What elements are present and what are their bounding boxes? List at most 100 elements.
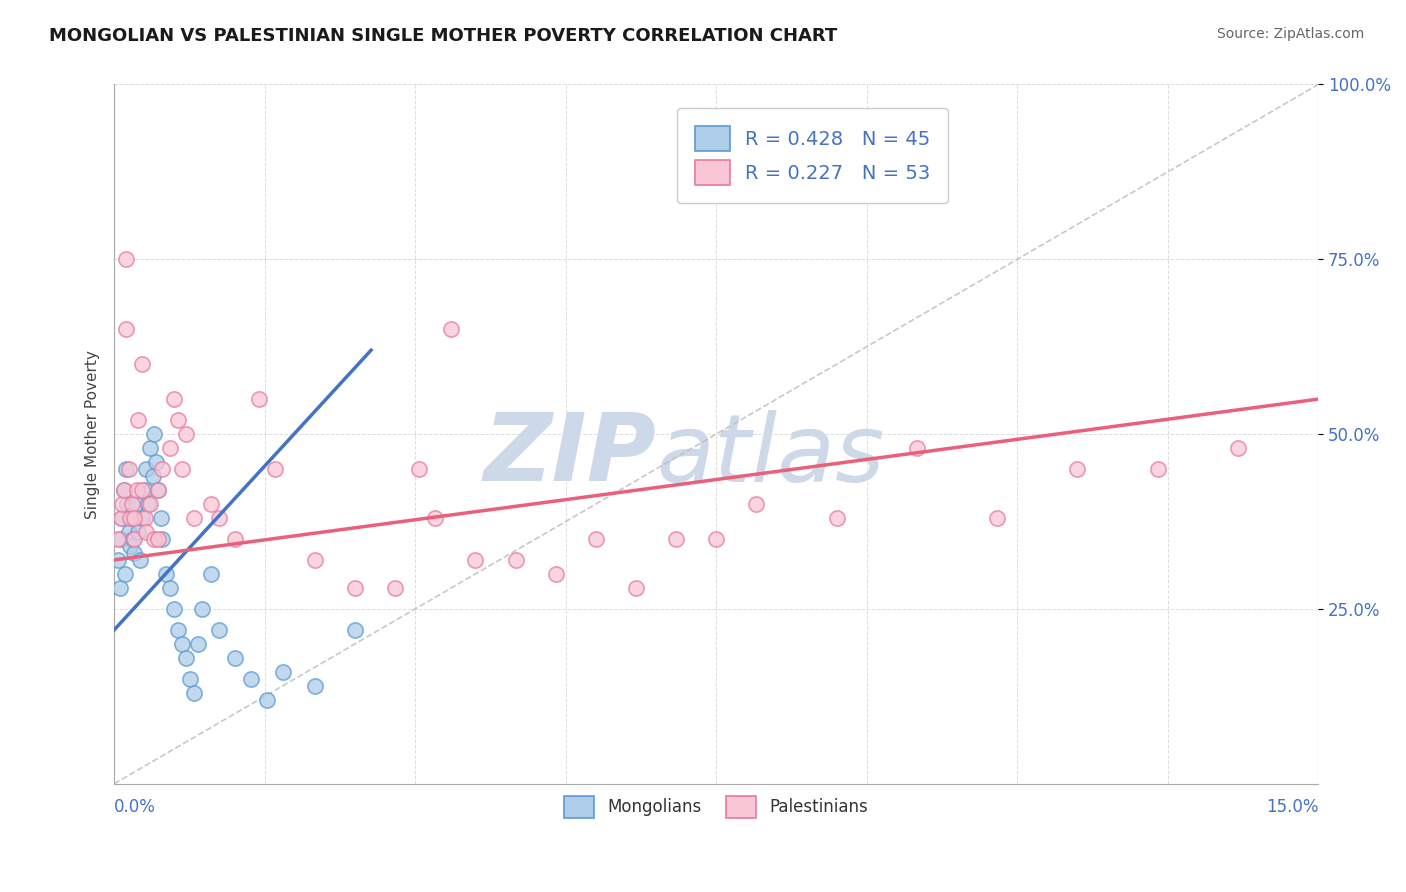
Point: [224, 651, 246, 665]
Point: [745, 497, 768, 511]
Point: [263, 462, 285, 476]
Point: [134, 483, 156, 497]
Point: [121, 511, 143, 525]
Point: [110, 532, 132, 546]
Point: [200, 497, 222, 511]
Point: [187, 637, 209, 651]
Point: [122, 511, 145, 525]
Point: [145, 455, 167, 469]
Point: [544, 566, 567, 581]
Point: [183, 686, 205, 700]
Point: [191, 602, 214, 616]
Text: atlas: atlas: [657, 409, 884, 500]
Point: [1227, 441, 1250, 455]
Point: [167, 623, 190, 637]
Point: [207, 511, 229, 525]
Point: [464, 553, 486, 567]
Point: [408, 462, 430, 476]
Point: [127, 524, 149, 539]
Point: [114, 566, 136, 581]
Text: MONGOLIAN VS PALESTINIAN SINGLE MOTHER POVERTY CORRELATION CHART: MONGOLIAN VS PALESTINIAN SINGLE MOTHER P…: [49, 27, 838, 45]
Point: [115, 252, 138, 267]
Point: [115, 462, 138, 476]
Point: [149, 511, 172, 525]
Point: [112, 483, 135, 497]
Point: [142, 469, 165, 483]
Point: [986, 511, 1008, 525]
Point: [159, 581, 181, 595]
Point: [239, 672, 262, 686]
Point: [163, 602, 186, 616]
Point: [304, 679, 326, 693]
Point: [122, 532, 145, 546]
Point: [127, 413, 149, 427]
Point: [304, 553, 326, 567]
Point: [384, 581, 406, 595]
Point: [131, 483, 153, 497]
Point: [139, 441, 162, 455]
Point: [120, 511, 142, 525]
Point: [1066, 462, 1088, 476]
Point: [115, 322, 138, 336]
Point: [121, 497, 143, 511]
Point: [139, 497, 162, 511]
Point: [624, 581, 647, 595]
Point: [117, 462, 139, 476]
Y-axis label: Single Mother Poverty: Single Mother Poverty: [86, 350, 100, 518]
Point: [172, 637, 194, 651]
Point: [125, 483, 148, 497]
Point: [131, 511, 153, 525]
Point: [159, 441, 181, 455]
Point: [440, 322, 463, 336]
Point: [136, 497, 159, 511]
Point: [505, 553, 527, 567]
Point: [425, 511, 447, 525]
Point: [131, 357, 153, 371]
Point: [125, 497, 148, 511]
Point: [247, 392, 270, 406]
Text: ZIP: ZIP: [484, 409, 657, 501]
Point: [150, 462, 173, 476]
Point: [1146, 462, 1168, 476]
Point: [108, 581, 131, 595]
Point: [155, 566, 177, 581]
Point: [134, 511, 156, 525]
Legend: Mongolians, Palestinians: Mongolians, Palestinians: [557, 789, 875, 824]
Point: [179, 672, 201, 686]
Point: [128, 553, 150, 567]
Point: [167, 413, 190, 427]
Point: [585, 532, 607, 546]
Point: [107, 553, 129, 567]
Point: [172, 462, 194, 476]
Point: [176, 651, 198, 665]
Point: [120, 539, 142, 553]
Point: [143, 427, 166, 442]
Point: [148, 483, 170, 497]
Point: [163, 392, 186, 406]
Point: [665, 532, 688, 546]
Point: [200, 566, 222, 581]
Point: [256, 693, 278, 707]
Point: [115, 497, 138, 511]
Point: [111, 511, 134, 525]
Point: [117, 524, 139, 539]
Text: 15.0%: 15.0%: [1265, 797, 1319, 815]
Point: [122, 532, 145, 546]
Point: [107, 532, 129, 546]
Point: [148, 483, 170, 497]
Point: [343, 581, 366, 595]
Point: [135, 524, 157, 539]
Point: [704, 532, 727, 546]
Point: [122, 546, 145, 560]
Point: [343, 623, 366, 637]
Point: [150, 532, 173, 546]
Point: [271, 665, 294, 679]
Point: [825, 511, 848, 525]
Point: [183, 511, 205, 525]
Point: [224, 532, 246, 546]
Point: [207, 623, 229, 637]
Point: [111, 497, 134, 511]
Point: [112, 483, 135, 497]
Point: [148, 532, 170, 546]
Point: [135, 462, 157, 476]
